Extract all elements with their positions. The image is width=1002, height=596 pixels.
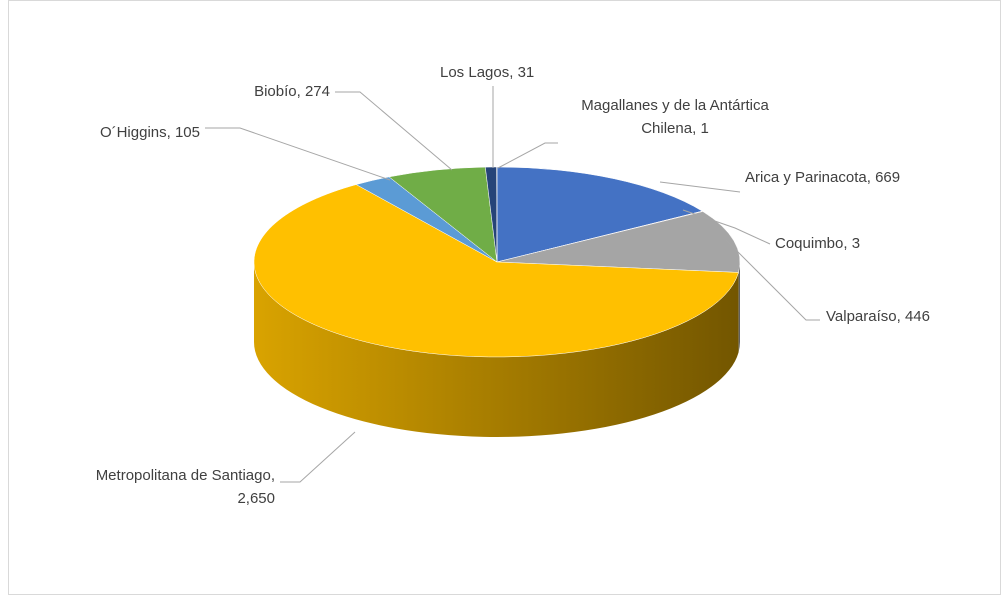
data-label: Los Lagos, 31 — [440, 61, 560, 84]
label-separator: , — [296, 83, 305, 100]
label-separator: , — [270, 467, 280, 484]
label-value: 2,650 — [237, 490, 275, 507]
data-label: Biobío, 274 — [200, 80, 330, 103]
label-value: 446 — [904, 308, 930, 325]
leader-line — [725, 239, 820, 321]
leader-line — [682, 209, 771, 245]
label-separator: , — [843, 235, 852, 252]
leader-line — [497, 142, 558, 169]
leader-line — [280, 431, 356, 483]
label-category: O´Higgins — [99, 124, 167, 141]
slice — [496, 211, 741, 273]
label-separator: , — [509, 64, 518, 81]
data-label: Metropolitana de Santiago, 2,650 — [60, 464, 275, 510]
label-category: Biobío — [254, 83, 297, 100]
data-label: Magallanes y de la Antártica Chilena, 1 — [560, 94, 790, 140]
label-value: 1 — [700, 120, 709, 137]
label-separator: , — [692, 120, 701, 137]
data-label: Valparaíso, 446 — [826, 305, 996, 328]
label-value: 105 — [174, 124, 200, 141]
label-category: Metropolitana de Santiago — [95, 467, 271, 484]
label-value: 669 — [875, 169, 901, 186]
label-separator: , — [896, 308, 905, 325]
label-category: Valparaíso — [826, 308, 897, 325]
slice — [253, 184, 739, 358]
data-label: O´Higgins, 105 — [40, 121, 200, 144]
label-category: Arica y Parinacota — [745, 169, 867, 186]
slice — [496, 166, 703, 263]
label-value: 274 — [304, 83, 330, 100]
label-value: 3 — [851, 235, 861, 252]
label-separator: , — [166, 124, 175, 141]
label-category: Los Lagos — [440, 64, 510, 81]
label-category: Magallanes y de la Antártica Chilena — [581, 97, 773, 137]
slice-side — [738, 262, 740, 353]
label-value: 31 — [517, 64, 535, 81]
label-category: Coquimbo — [775, 235, 844, 252]
data-label: Coquimbo, 3 — [775, 232, 975, 255]
leader-line — [659, 181, 741, 193]
leader-line — [335, 91, 453, 171]
leader-line — [205, 127, 391, 181]
slice-side — [254, 262, 739, 437]
data-label: Arica y Parinacota, 669 — [745, 166, 985, 189]
label-separator: , — [866, 169, 876, 186]
